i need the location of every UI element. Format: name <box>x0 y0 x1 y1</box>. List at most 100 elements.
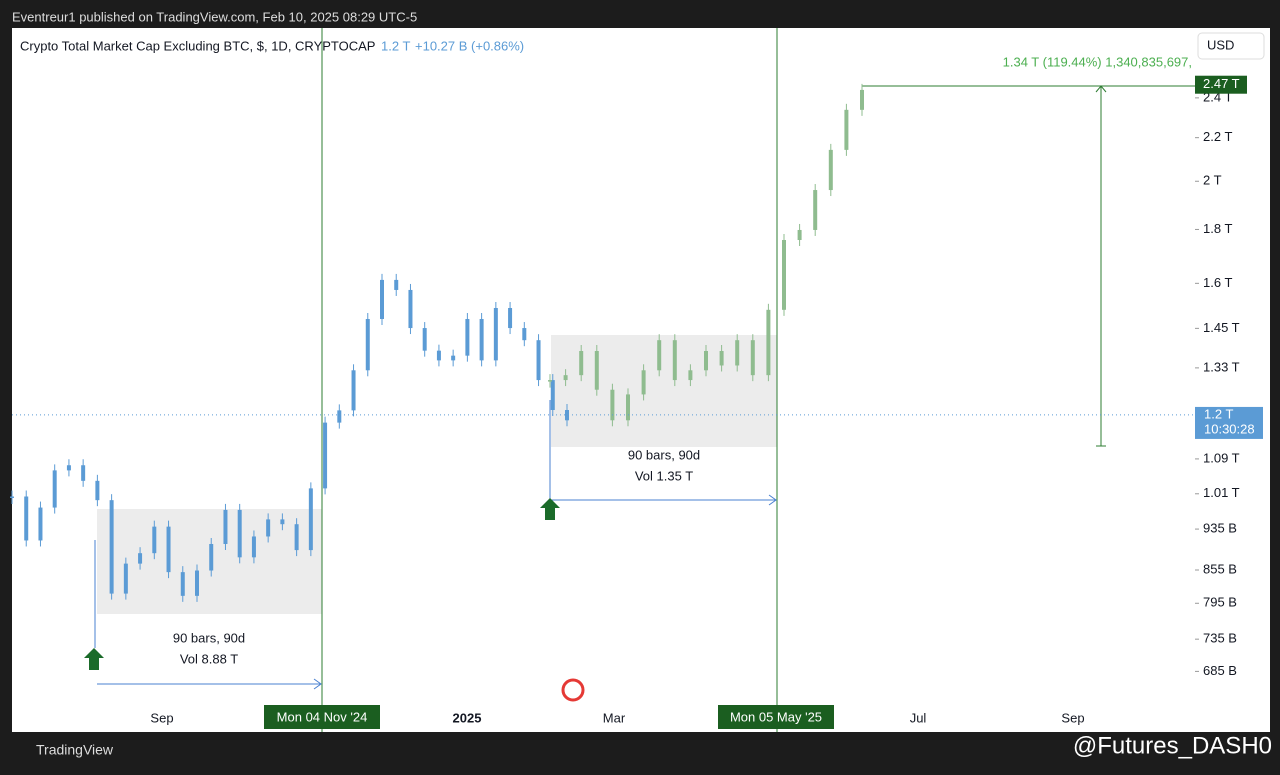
candle <box>237 509 242 558</box>
brand: TradingView <box>36 742 114 758</box>
x-label: Sep <box>150 710 173 725</box>
candle <box>24 496 29 541</box>
candle <box>550 380 555 411</box>
y-tick-label: 1.45 T <box>1203 320 1240 335</box>
candle <box>81 465 86 481</box>
candle <box>522 328 527 341</box>
candle <box>844 109 849 150</box>
target-label: 2.47 T <box>1203 76 1240 91</box>
candle <box>479 318 484 361</box>
currency[interactable]: USD <box>1207 37 1234 52</box>
countdown: 10:30:28 <box>1204 421 1255 436</box>
candle <box>797 229 802 240</box>
price-badge-label: 1.2 T <box>1204 406 1233 421</box>
range-vol: Vol 1.35 T <box>635 468 693 483</box>
candle <box>66 465 71 471</box>
candle <box>95 480 100 501</box>
candle <box>536 340 541 381</box>
candle <box>280 519 285 525</box>
candle <box>337 410 342 423</box>
candle <box>657 340 662 371</box>
candle <box>782 239 786 310</box>
range-vol: Vol 8.88 T <box>180 651 238 666</box>
event-icon[interactable] <box>561 678 585 702</box>
candle <box>394 279 399 290</box>
candle <box>408 289 413 329</box>
range-bars: 90 bars, 90d <box>628 447 700 462</box>
candle <box>308 488 313 551</box>
date-badge-label: Mon 05 May '25 <box>730 709 822 724</box>
candle <box>266 519 271 537</box>
candle <box>610 389 615 421</box>
candle <box>579 350 584 376</box>
candle <box>294 524 299 551</box>
arrow-head <box>313 678 322 690</box>
candle <box>735 340 740 366</box>
candle <box>719 350 724 366</box>
arrow-head <box>1095 85 1107 93</box>
y-tick-label: 1.33 T <box>1203 359 1240 374</box>
candle <box>365 318 370 371</box>
candle <box>380 279 384 319</box>
candle <box>166 526 171 573</box>
legend-change: +10.27 B (+0.86%) <box>415 38 524 53</box>
candle <box>548 380 552 382</box>
range-box <box>551 335 777 447</box>
range-bars: 90 bars, 90d <box>173 630 245 645</box>
x-label: Mar <box>603 710 626 725</box>
y-tick-label: 685 B <box>1203 663 1237 678</box>
x-label: Sep <box>1061 710 1084 725</box>
candle <box>465 318 470 356</box>
candle <box>209 543 214 571</box>
date-badge <box>264 705 380 729</box>
candle <box>508 308 513 329</box>
chart-title: Crypto Total Market Cap Excluding BTC, $… <box>20 38 375 53</box>
candle <box>626 394 630 421</box>
candle <box>828 149 833 191</box>
publisher: Eventreur1 published on TradingView.com,… <box>12 9 417 24</box>
x-label: Jul <box>910 710 927 725</box>
measure-label: 1.34 T (119.44%) 1,340,835,697, <box>1003 54 1192 69</box>
y-tick-label: 2.2 T <box>1203 129 1232 144</box>
y-tick-label: 1.6 T <box>1203 275 1232 290</box>
candle <box>10 496 14 499</box>
candle <box>251 536 256 558</box>
candle <box>138 553 143 564</box>
candle <box>436 350 441 361</box>
candle <box>688 370 693 381</box>
candle <box>195 570 199 596</box>
candle <box>323 422 328 489</box>
candle <box>766 309 771 376</box>
legend-price: 1.2 T <box>381 38 410 53</box>
y-tick-label: 735 B <box>1203 631 1237 646</box>
plot <box>10 83 864 602</box>
x-label: 2025 <box>453 710 482 725</box>
y-tick-label: 855 B <box>1203 561 1237 576</box>
candle <box>152 526 157 554</box>
candle <box>750 340 755 376</box>
candle <box>594 350 599 390</box>
candle <box>38 507 43 541</box>
y-tick-label: 2 T <box>1203 173 1222 188</box>
candle <box>641 370 646 395</box>
candle <box>563 375 568 381</box>
target-badge <box>1195 75 1247 94</box>
candle <box>813 190 818 230</box>
up-arrow <box>84 648 104 670</box>
watermark: @Futures_DASH0 <box>1073 732 1272 759</box>
y-tick-label: 795 B <box>1203 595 1237 610</box>
candle <box>704 350 708 371</box>
candle <box>672 340 677 381</box>
currency-button[interactable] <box>1197 32 1265 60</box>
candle <box>565 410 569 421</box>
arrow-head <box>768 494 777 506</box>
y-tick-label: 1.8 T <box>1203 221 1232 236</box>
candle <box>123 563 128 594</box>
candle <box>351 370 356 411</box>
candle <box>451 355 456 361</box>
candle <box>109 500 114 594</box>
candle <box>52 470 57 508</box>
candle <box>493 308 498 361</box>
